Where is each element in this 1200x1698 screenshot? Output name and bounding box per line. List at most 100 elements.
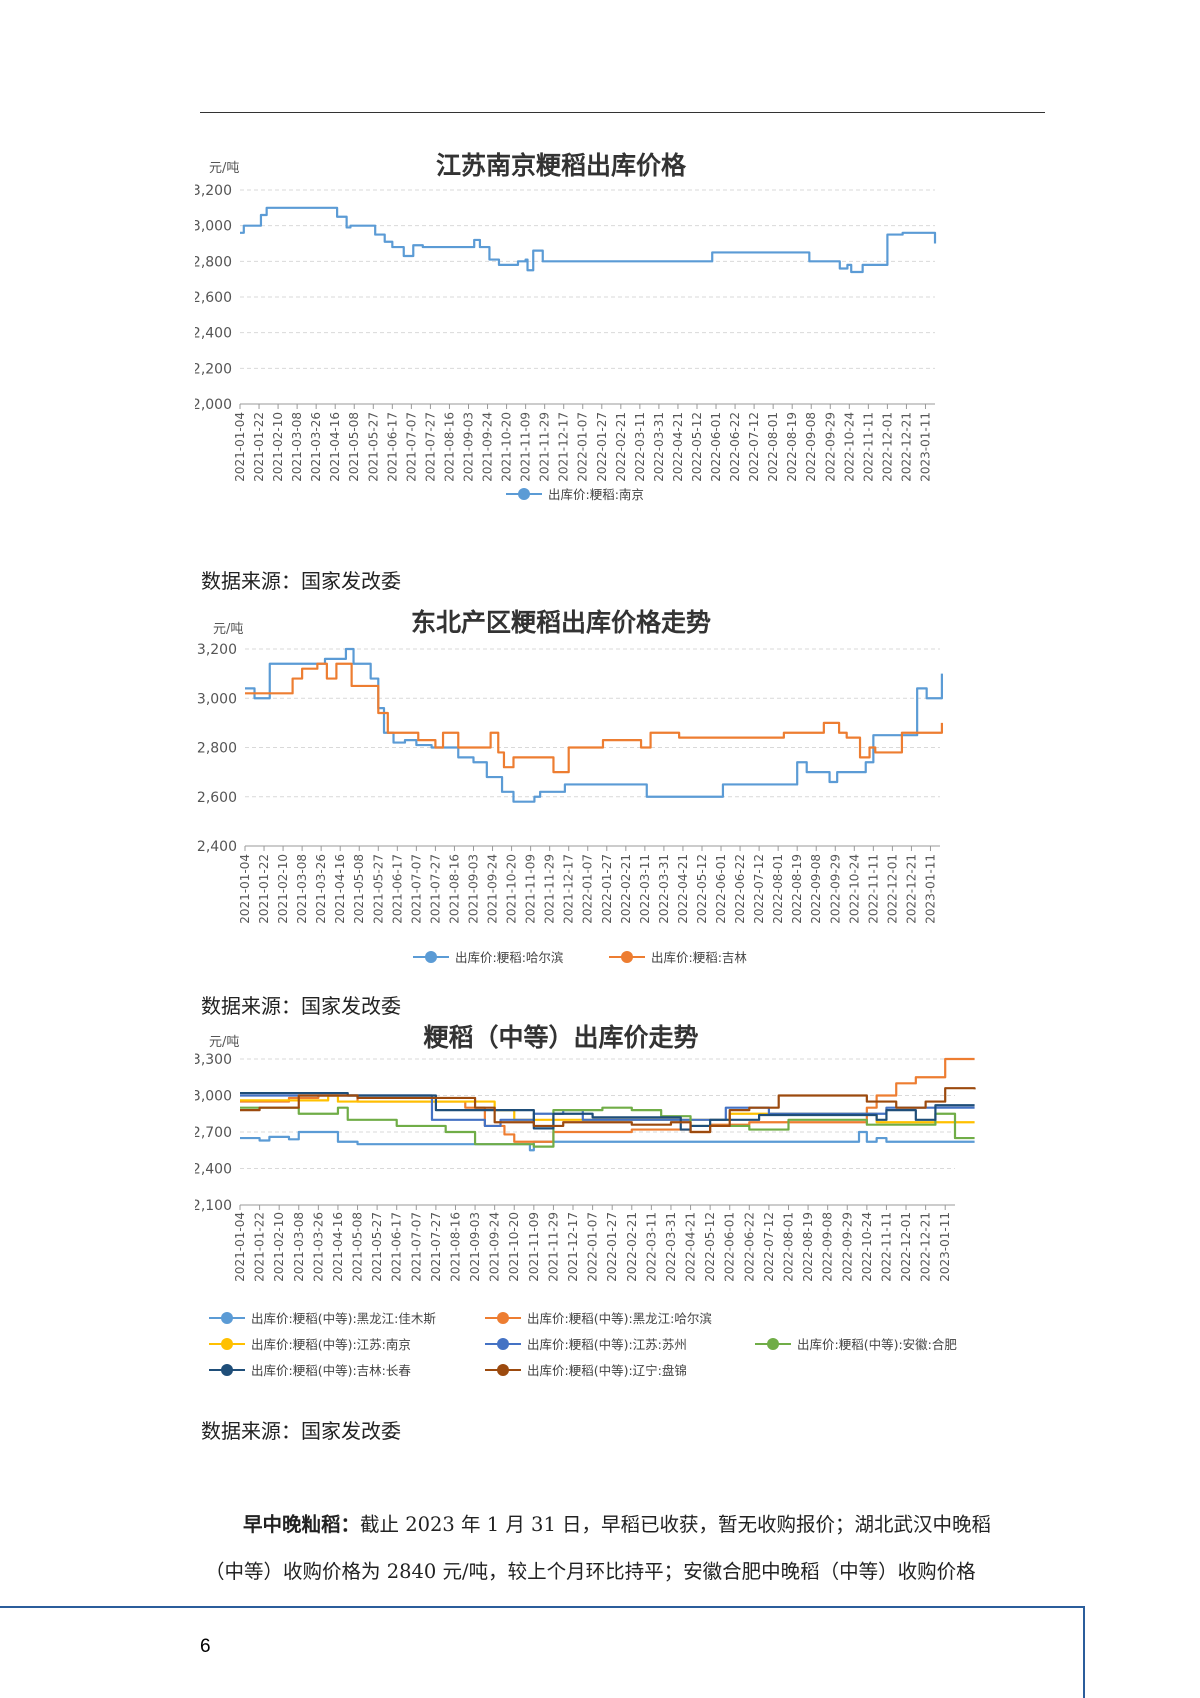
legend-label: 出库价:粳稻(中等):安徽:合肥 <box>797 1337 957 1352</box>
x-tick-label: 2022-03-31 <box>657 854 671 924</box>
x-tick-label: 2022-04-21 <box>671 412 685 482</box>
y-unit-label: 元/吨 <box>213 622 243 637</box>
y-tick-label: 2,400 <box>195 326 232 342</box>
y-unit-label: 元/吨 <box>209 161 239 176</box>
x-tick-label: 2022-07-12 <box>747 412 761 482</box>
x-tick-label: 2022-05-12 <box>695 854 709 924</box>
x-tick-label: 2021-01-22 <box>257 854 271 924</box>
legend-marker <box>425 951 437 963</box>
x-tick-label: 2022-01-27 <box>605 1212 619 1282</box>
x-tick-label: 2021-03-26 <box>311 1212 325 1282</box>
legend-marker <box>621 951 633 963</box>
x-tick-label: 2022-06-22 <box>733 854 747 924</box>
x-tick-label: 2022-06-01 <box>709 412 723 482</box>
x-tick-label: 2022-02-21 <box>619 854 633 924</box>
legend-label: 出库价:粳稻:南京 <box>548 487 644 502</box>
x-tick-label: 2021-11-29 <box>543 854 557 924</box>
data-source-2: 数据来源：国家发改委 <box>201 994 401 1018</box>
x-tick-label: 2023-01-11 <box>923 854 937 924</box>
x-tick-label: 2022-04-21 <box>676 854 690 924</box>
chart-title: 江苏南京粳稻出库价格 <box>436 151 687 180</box>
x-tick-label: 2021-03-08 <box>290 412 304 482</box>
y-tick-label: 2,600 <box>195 290 232 306</box>
x-tick-label: 2022-03-11 <box>644 1212 658 1282</box>
x-tick-label: 2022-12-01 <box>880 412 894 482</box>
x-tick-label: 2021-07-27 <box>423 412 437 482</box>
legend-label: 出库价:粳稻(中等):黑龙江:佳木斯 <box>251 1311 436 1326</box>
footer-vertical-rule <box>1083 1606 1085 1698</box>
x-tick-label: 2022-07-12 <box>752 854 766 924</box>
x-tick-label: 2021-09-03 <box>461 412 475 482</box>
legend-marker <box>221 1364 233 1376</box>
x-tick-label: 2022-03-31 <box>664 1212 678 1282</box>
x-tick-label: 2021-06-17 <box>390 1212 404 1282</box>
x-tick-label: 2021-01-04 <box>233 1212 247 1282</box>
x-tick-label: 2022-09-08 <box>821 1212 835 1282</box>
chart-title: 东北产区粳稻出库价格走势 <box>411 608 711 637</box>
x-tick-label: 2022-03-11 <box>633 412 647 482</box>
y-tick-label: 2,800 <box>195 254 232 270</box>
paragraph-heading: 早中晚籼稻： <box>243 1513 361 1536</box>
y-tick-label: 2,700 <box>195 1125 232 1141</box>
x-tick-label: 2021-11-09 <box>524 854 538 924</box>
x-tick-label: 2022-09-29 <box>828 854 842 924</box>
x-tick-label: 2022-08-01 <box>771 854 785 924</box>
nanjing-price-chart: 江苏南京粳稻出库价格 元/吨 2,000 2,200 2,400 2,600 2,800 3,… <box>195 150 1035 550</box>
chart-svg-1: 江苏南京粳稻出库价格 元/吨 2,000 2,200 2,400 2,600 2,800 3,… <box>195 151 937 502</box>
x-tick-label: 2022-09-29 <box>840 1212 854 1282</box>
x-tick-label: 2022-10-24 <box>847 854 861 924</box>
x-tick-label: 2022-05-12 <box>703 1212 717 1282</box>
x-tick-label: 2021-08-16 <box>447 854 461 924</box>
y-tick-label: 3,000 <box>195 1089 232 1105</box>
series-line <box>240 1091 975 1131</box>
y-tick-label: 3,000 <box>195 219 232 235</box>
series-line <box>245 662 944 774</box>
legend-label: 出库价:粳稻(中等):江苏:南京 <box>251 1337 411 1352</box>
data-source-1: 数据来源：国家发改委 <box>201 569 401 593</box>
x-tick-label: 2021-06-17 <box>385 412 399 482</box>
x-tick-label: 2022-01-27 <box>600 854 614 924</box>
x-tick-label: 2022-03-11 <box>638 854 652 924</box>
y-tick-label: 3,200 <box>197 642 237 658</box>
x-tick-label: 2022-08-01 <box>781 1212 795 1282</box>
chart-svg-2: 东北产区粳稻出库价格走势 元/吨 2,400 2,600 2,800 3,000 3,200… <box>197 608 944 965</box>
x-tick-label: 2022-01-07 <box>586 1212 600 1282</box>
y-tick-label: 3,200 <box>195 183 232 199</box>
y-tick-label: 2,600 <box>197 790 237 806</box>
y-unit-label: 元/吨 <box>209 1035 239 1050</box>
x-tick-label: 2021-09-03 <box>466 854 480 924</box>
legend-label: 出库价:粳稻:哈尔滨 <box>455 950 564 965</box>
header-rule <box>200 112 1045 113</box>
y-tick-label: 2,100 <box>195 1198 232 1214</box>
x-tick-label: 2022-01-07 <box>576 412 590 482</box>
x-tick-label: 2022-12-01 <box>899 1212 913 1282</box>
legend-label: 出库价:粳稻(中等):吉林:长春 <box>251 1363 411 1378</box>
x-tick-label: 2021-12-17 <box>566 1212 580 1282</box>
x-tick-label: 2022-07-12 <box>762 1212 776 1282</box>
x-tick-label: 2021-04-16 <box>331 1212 345 1282</box>
legend-label: 出库价:粳稻(中等):江苏:苏州 <box>527 1337 687 1352</box>
x-tick-label: 2021-11-09 <box>519 412 533 482</box>
y-tick-label: 3,000 <box>197 691 237 707</box>
data-source-3: 数据来源：国家发改委 <box>201 1419 401 1443</box>
series-line <box>245 647 944 803</box>
legend-label: 出库价:粳稻:吉林 <box>651 950 747 965</box>
x-tick-label: 2022-06-22 <box>728 412 742 482</box>
x-tick-label: 2021-07-07 <box>409 854 423 924</box>
chart-svg-3: 粳稻（中等）出库价走势 元/吨 2,100 2,400 2,700 3,000 3,300 2… <box>195 1023 976 1378</box>
y-tick-label: 2,000 <box>195 397 232 413</box>
x-tick-label: 2023-01-11 <box>918 412 932 482</box>
x-tick-label: 2022-03-31 <box>652 412 666 482</box>
x-tick-label: 2022-10-24 <box>842 412 856 482</box>
x-tick-label: 2021-08-16 <box>448 1212 462 1282</box>
x-tick-label: 2021-03-08 <box>292 1212 306 1282</box>
x-tick-label: 2022-01-07 <box>581 854 595 924</box>
legend-marker <box>497 1338 509 1350</box>
x-tick-label: 2021-09-24 <box>488 1212 502 1282</box>
x-tick-label: 2021-02-10 <box>276 854 290 924</box>
x-tick-label: 2022-10-24 <box>860 1212 874 1282</box>
x-tick-label: 2022-08-19 <box>790 854 804 924</box>
legend-marker <box>221 1312 233 1324</box>
legend-marker <box>497 1364 509 1376</box>
x-tick-label: 2021-03-26 <box>309 412 323 482</box>
